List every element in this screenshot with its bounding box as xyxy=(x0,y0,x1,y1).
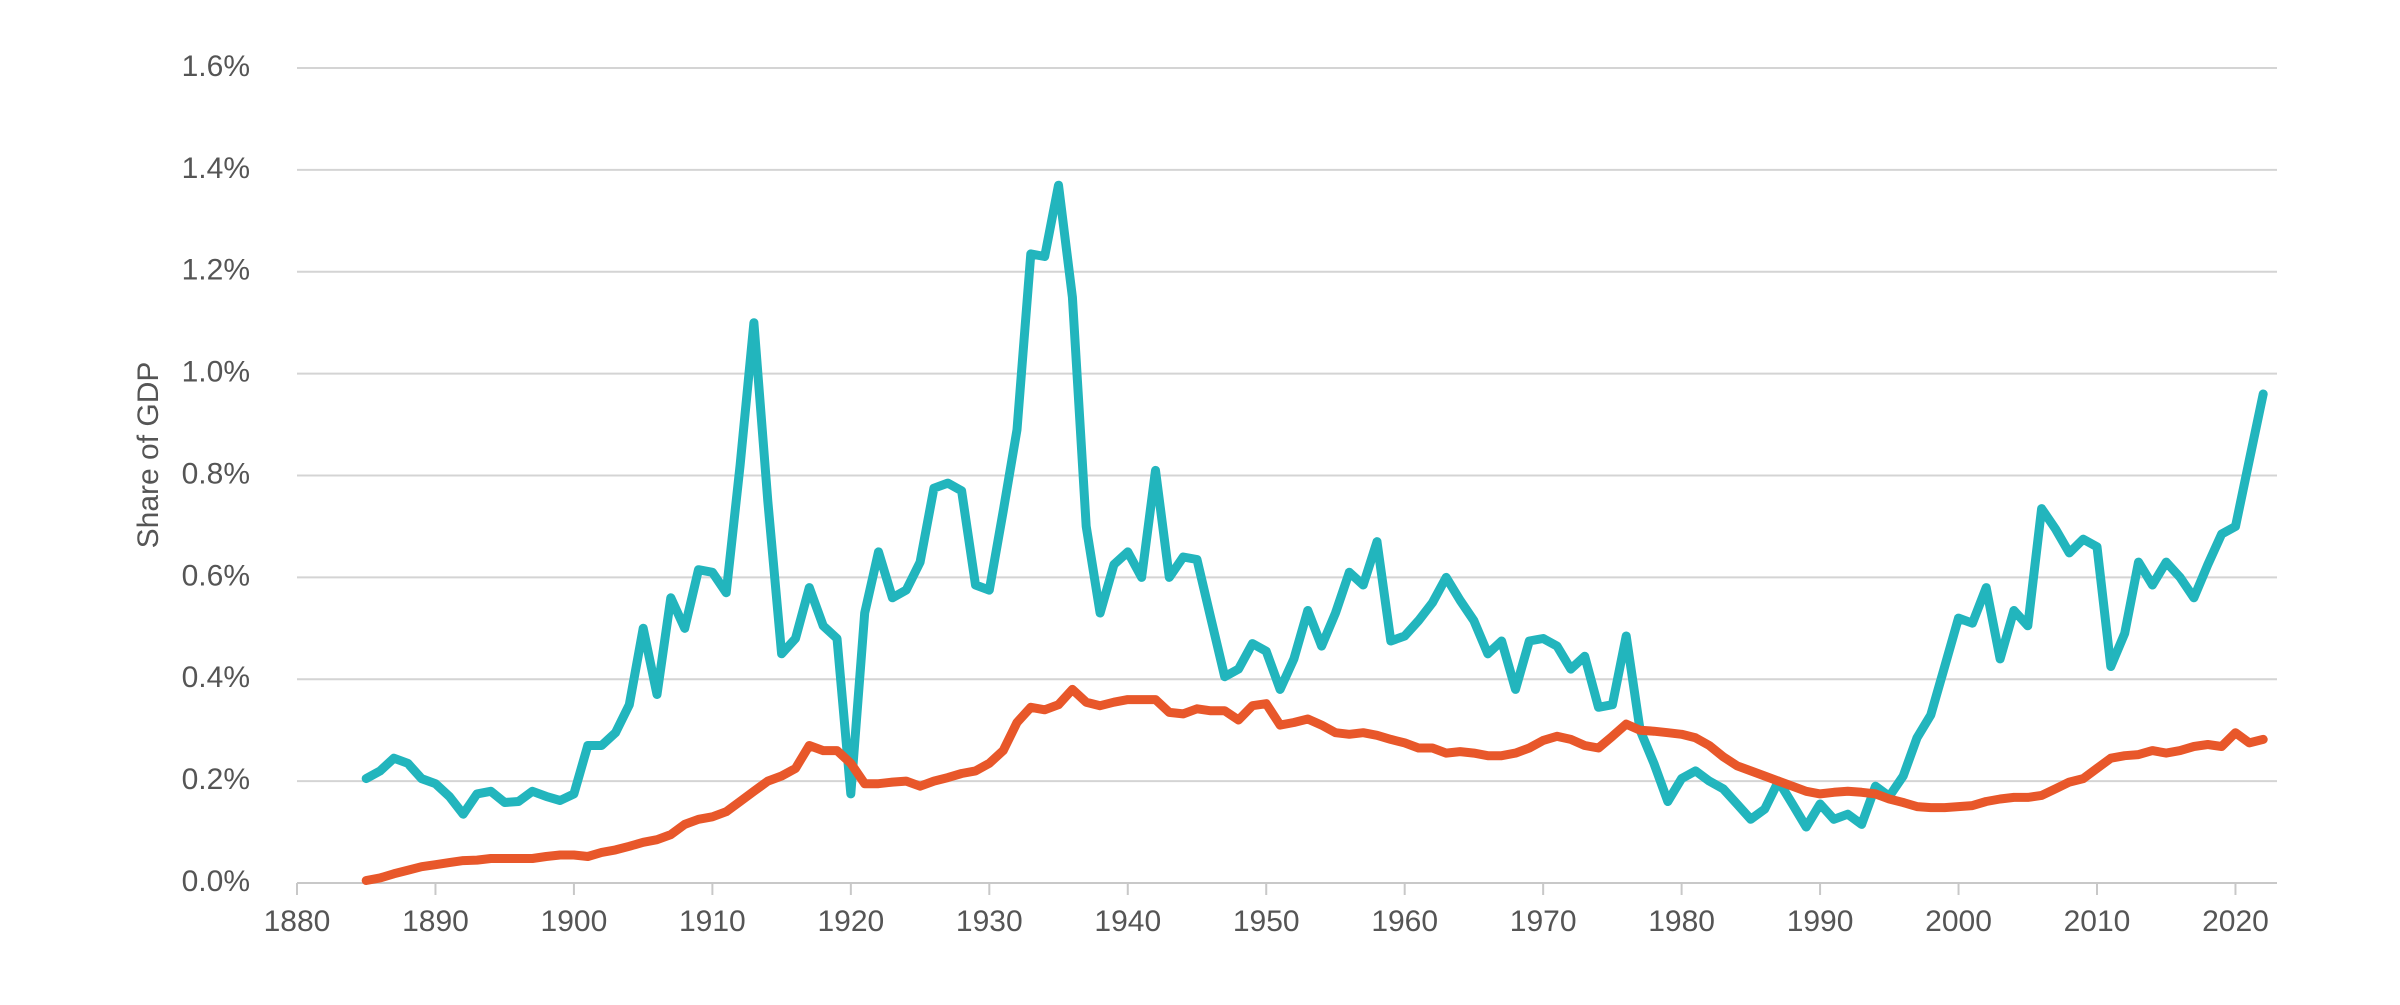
axes xyxy=(296,882,2277,895)
x-tick-label: 1990 xyxy=(1787,905,1854,938)
gridlines xyxy=(297,67,2277,783)
x-tick-label: 1960 xyxy=(1371,905,1438,938)
y-tick-label: 1.0% xyxy=(182,356,250,389)
x-tick-label: 1940 xyxy=(1094,905,1161,938)
x-tick-label: 2010 xyxy=(2064,905,2131,938)
y-tick-label: 1.2% xyxy=(182,254,250,287)
y-axis-tick-labels: 0.0% 0.2% 0.4% 0.6% 0.8% 1.0% 1.2% 1.4% 1.6% xyxy=(182,50,250,898)
x-tick-label: 1890 xyxy=(402,905,469,938)
teal-series-line xyxy=(361,180,2268,832)
x-tick-label: 1930 xyxy=(956,905,1023,938)
y-tick-label: 1.6% xyxy=(182,50,250,83)
x-tick-label: 1980 xyxy=(1648,905,1715,938)
y-tick-label: 0.8% xyxy=(182,457,250,490)
x-tick-label: 1900 xyxy=(541,905,608,938)
x-axis-tick-labels: 1880 1890 1900 1910 1920 1930 1940 1950 1960 1970… xyxy=(264,905,2269,938)
x-tick-label: 1920 xyxy=(817,905,884,938)
y-tick-label: 0.0% xyxy=(182,865,250,898)
x-tick-label: 1910 xyxy=(679,905,746,938)
x-tick-label: 2000 xyxy=(1925,905,1992,938)
y-tick-label: 1.4% xyxy=(182,152,250,185)
x-tick-label: 1970 xyxy=(1510,905,1577,938)
y-tick-label: 0.6% xyxy=(182,559,250,592)
y-tick-label: 0.4% xyxy=(182,661,250,694)
y-axis-title: Share of GDP xyxy=(132,362,165,549)
x-tick-label: 1880 xyxy=(264,905,331,938)
y-tick-label: 0.2% xyxy=(182,763,250,796)
series-lines xyxy=(361,180,2268,885)
orange-series-line xyxy=(361,684,2268,885)
x-tick-label: 2020 xyxy=(2202,905,2269,938)
x-tick-label: 1950 xyxy=(1233,905,1300,938)
